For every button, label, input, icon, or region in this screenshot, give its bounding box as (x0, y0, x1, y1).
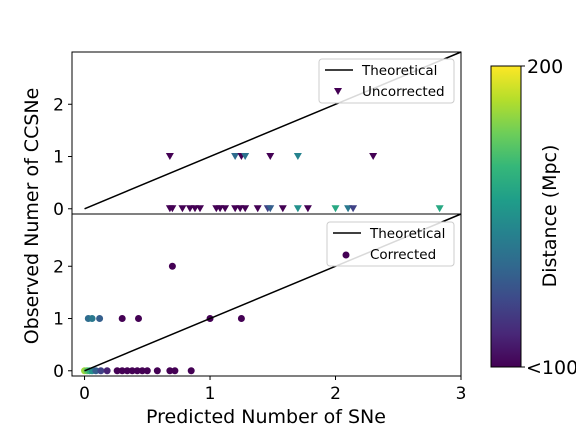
x-tick-label: 2 (330, 384, 341, 404)
bottom-y-tick-label: 0 (53, 362, 64, 382)
corrected-data-point (133, 367, 141, 375)
top-legend-theoretical-label: Theoretical (361, 63, 437, 79)
uncorrected-data-point (278, 205, 287, 213)
uncorrected-data-point (331, 205, 340, 213)
uncorrected-data-point (303, 205, 312, 213)
corrected-data-point (237, 315, 245, 323)
uncorrected-data-point (185, 205, 194, 213)
corrected-data-point (187, 367, 195, 375)
x-tick-label: 0 (79, 384, 90, 404)
bottom-plot-frame (71, 213, 462, 377)
x-tick-label: 1 (205, 384, 216, 404)
colorbar-max-label: 200 (527, 56, 563, 78)
corrected-data-point (171, 367, 179, 375)
corrected-data-point (168, 262, 176, 270)
corrected-data-point (135, 315, 143, 323)
bottom-y-tick-label: 1 (53, 310, 64, 330)
corrected-data-point (96, 315, 104, 323)
uncorrected-data-point (190, 205, 199, 213)
bottom-legend: Theoretical Corrected (326, 221, 455, 267)
top-y-tick-label: 2 (53, 95, 64, 115)
uncorrected-data-point (435, 205, 444, 213)
uncorrected-data-point (369, 153, 378, 161)
distance-colorbar: 200 <100 Distance (Mpc) (490, 56, 576, 379)
uncorrected-data-point (344, 205, 353, 213)
corrected-data-point (123, 367, 131, 375)
colorbar-min-label: <100 (526, 357, 576, 379)
uncorrected-data-point (349, 205, 358, 213)
top-y-ticks: 0 1 2 (53, 95, 72, 220)
uncorrected-data-point (266, 153, 275, 161)
corrected-data-point (143, 367, 151, 375)
corrected-data-point (138, 367, 146, 375)
uncorrected-data-point (241, 205, 250, 213)
corrected-data-point (166, 367, 174, 375)
uncorrected-data-point (293, 205, 302, 213)
uncorrected-data-point (195, 205, 204, 213)
top-y-tick-label: 1 (53, 148, 64, 168)
uncorrected-data-point (293, 153, 302, 161)
colorbar-title: Distance (Mpc) (539, 145, 561, 288)
uncorrected-data-point (236, 205, 245, 213)
top-data-points (165, 153, 444, 213)
corrected-data-point (113, 367, 121, 375)
uncorrected-data-point (231, 205, 240, 213)
corrected-data-point (118, 315, 126, 323)
top-legend: Theoretical Uncorrected (318, 58, 455, 104)
uncorrected-data-point (253, 205, 262, 213)
top-legend-uncorrected-label: Uncorrected (362, 84, 445, 100)
uncorrected-data-point (165, 153, 174, 161)
corrected-data-point (153, 367, 161, 375)
bottom-x-ticks: 0 1 2 3 (79, 376, 466, 404)
bottom-legend-corrected-label: Corrected (370, 247, 436, 263)
top-legend-triangle-marker (334, 88, 342, 95)
corrected-data-point (97, 367, 105, 375)
uncorrected-data-point (221, 205, 230, 213)
top-y-tick-label: 0 (53, 200, 64, 220)
bottom-data-points (81, 262, 245, 375)
colorbar-gradient (490, 65, 522, 368)
bottom-panel: 0 1 2 0 1 2 3 Theoretical Corrected (53, 213, 466, 404)
top-panel: 0 1 2 Theoretical Uncorrected (53, 51, 462, 220)
corrected-data-point (103, 367, 111, 375)
y-axis-label: Observed Numer of CCSNe (21, 88, 43, 345)
x-axis-label: Predicted Number of SNe (146, 406, 386, 428)
corrected-data-point (88, 315, 96, 323)
bottom-legend-circle-marker (342, 251, 350, 259)
uncorrected-data-point (178, 205, 187, 213)
uncorrected-data-point (231, 153, 240, 161)
corrected-data-point (128, 367, 136, 375)
uncorrected-data-point (168, 205, 177, 213)
bottom-legend-theoretical-label: Theoretical (369, 226, 445, 242)
bottom-y-tick-label: 2 (53, 257, 64, 277)
x-tick-label: 3 (456, 384, 467, 404)
corrected-data-point (92, 367, 100, 375)
uncorrected-data-point (241, 153, 250, 161)
uncorrected-data-point (266, 205, 275, 213)
bottom-y-ticks: 0 1 2 (53, 257, 72, 382)
corrected-data-point (118, 367, 126, 375)
uncorrected-data-point (216, 205, 225, 213)
